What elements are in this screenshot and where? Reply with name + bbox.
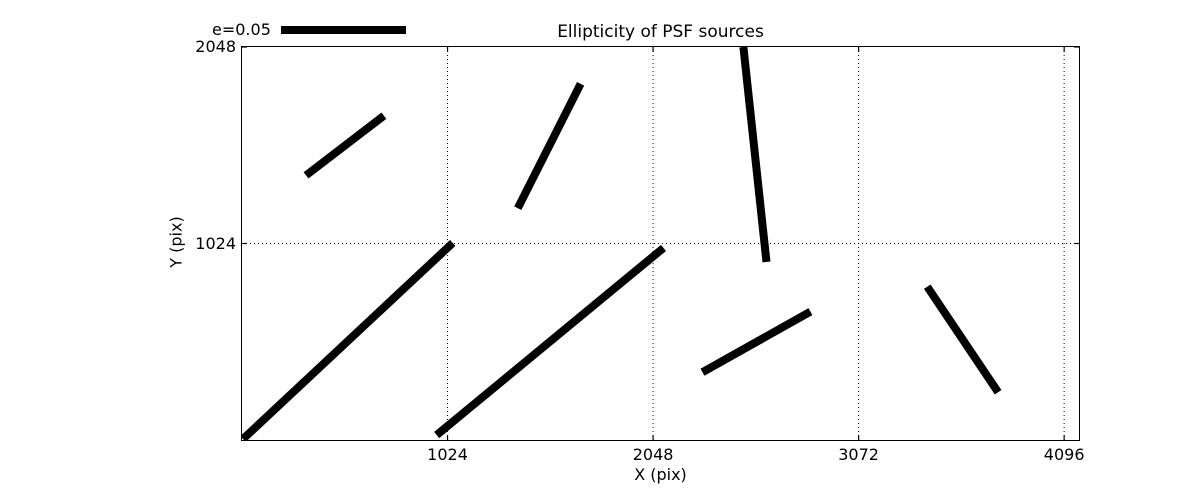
psf-ellipticity-segment-0 — [303, 112, 387, 179]
x-tick-label-2048: 2048 — [632, 445, 674, 464]
psf-ellipticity-canvas — [242, 47, 1079, 440]
y-tick-label-1024: 1024 — [195, 233, 236, 253]
legend-label: e=0.05 — [212, 20, 271, 39]
psf-ellipticity-segment-5 — [700, 308, 813, 376]
x-tick-label-4096: 4096 — [1043, 445, 1085, 464]
legend: e=0.05 — [212, 20, 406, 39]
x-axis-label: X (pix) — [634, 465, 687, 484]
psf-ellipticity-segment-4 — [434, 244, 667, 439]
plot-area — [241, 46, 1080, 441]
x-tick-label-3072: 3072 — [838, 445, 879, 464]
legend-line-swatch — [280, 25, 406, 34]
psf-ellipticity-segment-3 — [242, 240, 456, 440]
x-tick-label-1024: 1024 — [427, 445, 468, 464]
y-tick-label-2048: 2048 — [195, 37, 236, 56]
psf-ellipticity-segment-2 — [739, 47, 771, 263]
psf-ellipticity-segment-1 — [514, 82, 585, 210]
chart-title: Ellipticity of PSF sources — [557, 22, 764, 42]
psf-ellipticity-segment-6 — [923, 284, 1002, 395]
